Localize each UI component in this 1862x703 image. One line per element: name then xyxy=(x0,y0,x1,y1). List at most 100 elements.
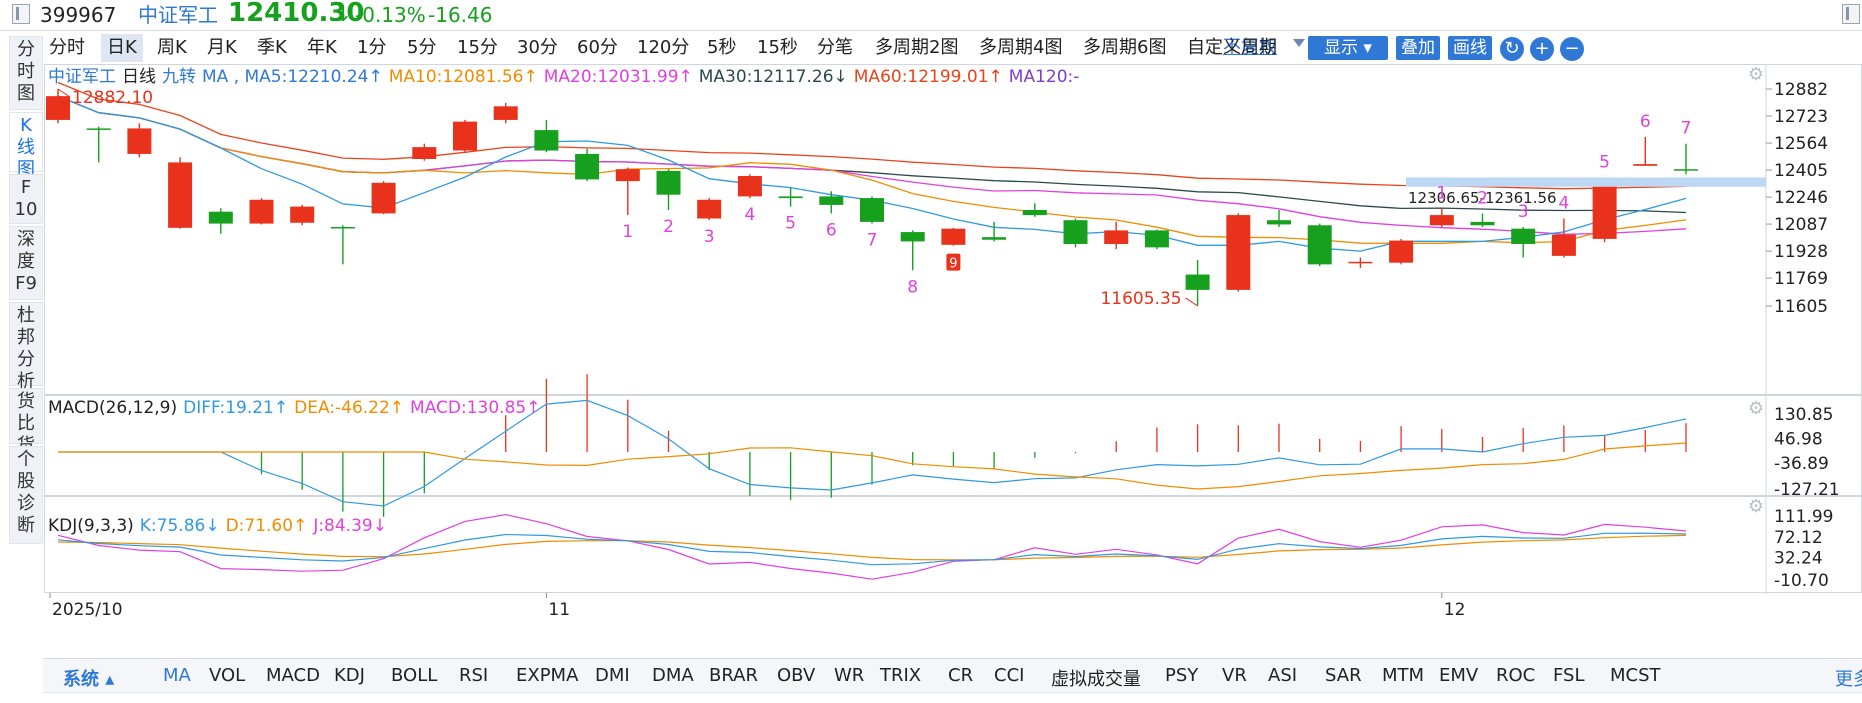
candle[interactable] xyxy=(737,176,762,197)
side-tab-6[interactable]: 个 股 诊 断 xyxy=(9,446,43,544)
candle[interactable] xyxy=(941,228,966,245)
candle[interactable] xyxy=(615,169,640,182)
display-button[interactable]: 显示 ▾ xyxy=(1308,36,1388,60)
period-tab[interactable]: 月K xyxy=(207,37,237,58)
candle[interactable] xyxy=(1592,179,1617,239)
period-tab[interactable]: 1分 xyxy=(357,37,387,58)
candle[interactable] xyxy=(575,153,600,180)
candle[interactable] xyxy=(982,237,1007,240)
candle[interactable] xyxy=(1307,225,1332,265)
chevron-down-icon[interactable] xyxy=(1293,39,1305,47)
candle[interactable] xyxy=(330,226,355,229)
candle[interactable] xyxy=(46,96,70,120)
candle[interactable] xyxy=(1267,220,1291,225)
adjust-dropdown[interactable]: 不复权 xyxy=(1223,37,1277,58)
candle[interactable] xyxy=(1470,221,1495,226)
candle[interactable] xyxy=(1348,261,1373,264)
candle[interactable] xyxy=(1389,240,1414,263)
candle[interactable] xyxy=(371,182,396,214)
gear-icon[interactable]: ⚙ xyxy=(1748,64,1764,85)
overlay-button[interactable]: 叠加 xyxy=(1396,36,1440,60)
indicator-tab[interactable]: ROC xyxy=(1496,665,1536,686)
candle[interactable] xyxy=(453,121,477,151)
gear-icon[interactable]: ⚙ xyxy=(1748,496,1764,517)
side-tab-0[interactable]: 分 时 图 xyxy=(9,36,43,110)
indicator-tab[interactable]: OBV xyxy=(777,665,816,686)
indicator-tab[interactable]: EMV xyxy=(1439,665,1479,686)
period-tab[interactable]: 多周期4图 xyxy=(979,37,1063,58)
candle[interactable] xyxy=(127,128,152,154)
minus-icon[interactable]: − xyxy=(1560,37,1584,61)
indicator-tab[interactable]: WR xyxy=(834,665,865,686)
indicator-tab[interactable]: EXPMA xyxy=(516,665,579,686)
period-tab[interactable]: 日K xyxy=(101,34,143,62)
period-tab[interactable]: 季K xyxy=(257,37,287,58)
gear-icon[interactable]: ⚙ xyxy=(1748,398,1764,419)
period-tab[interactable]: 5秒 xyxy=(707,37,737,58)
candle[interactable] xyxy=(86,128,111,130)
refresh-icon[interactable]: ↻ xyxy=(1500,37,1524,61)
candle[interactable] xyxy=(1104,230,1129,244)
indicator-tab[interactable]: CCI xyxy=(994,665,1025,686)
indicator-tab[interactable]: MACD xyxy=(266,665,320,686)
side-tab-4[interactable]: 杜 邦 分 析 xyxy=(9,302,43,392)
candle[interactable] xyxy=(208,211,233,224)
more-button[interactable]: 更多 xyxy=(1835,669,1862,690)
indicator-tab[interactable]: MA xyxy=(163,665,191,686)
period-tab[interactable]: 30分 xyxy=(517,37,558,58)
candle[interactable] xyxy=(860,198,884,222)
candle[interactable] xyxy=(534,130,559,151)
indicator-tab[interactable]: TRIX xyxy=(880,665,922,686)
candle[interactable] xyxy=(778,196,803,199)
plus-icon[interactable]: + xyxy=(1530,37,1554,61)
candle[interactable] xyxy=(900,232,925,242)
candle[interactable] xyxy=(249,199,274,224)
candle[interactable] xyxy=(819,196,844,205)
indicator-tab[interactable]: 虚拟成交量 xyxy=(1051,669,1141,690)
candle[interactable] xyxy=(1511,228,1536,244)
indicator-tab[interactable]: MCST xyxy=(1610,665,1661,686)
period-tab[interactable]: 分笔 xyxy=(817,37,853,58)
indicator-tab[interactable]: DMI xyxy=(595,665,630,686)
indicator-tab[interactable]: PSY xyxy=(1165,665,1199,686)
period-tab[interactable]: 15秒 xyxy=(757,37,798,58)
indicator-tab[interactable]: BRAR xyxy=(709,665,758,686)
indicator-tab[interactable]: RSI xyxy=(459,665,489,686)
indicator-tab[interactable]: VOL xyxy=(209,665,246,686)
period-tab[interactable]: 15分 xyxy=(457,37,498,58)
candle[interactable] xyxy=(1144,230,1169,248)
candle[interactable] xyxy=(656,170,681,195)
candle[interactable] xyxy=(1551,234,1576,256)
kline-chart[interactable]: 1288212723125641240512246120871192811769… xyxy=(44,64,1862,658)
side-tab-1[interactable]: K 线 图 xyxy=(9,112,43,180)
period-tab[interactable]: 自定义周期 xyxy=(1187,37,1277,58)
period-tab[interactable]: 多周期6图 xyxy=(1083,37,1167,58)
system-dropdown[interactable]: 系统 ▴ xyxy=(63,669,115,690)
candle[interactable] xyxy=(1063,220,1088,244)
indicator-tab[interactable]: CR xyxy=(948,665,974,686)
candle[interactable] xyxy=(1022,209,1047,216)
period-tab[interactable]: 120分 xyxy=(637,37,690,58)
indicator-tab[interactable]: KDJ xyxy=(334,665,365,686)
indicator-tab[interactable]: MTM xyxy=(1382,665,1425,686)
indicator-tab[interactable]: DMA xyxy=(652,665,694,686)
candle[interactable] xyxy=(1185,274,1210,290)
candle[interactable] xyxy=(1633,164,1658,166)
draw-line-button[interactable]: 画线 xyxy=(1448,36,1492,60)
period-tab[interactable]: 5分 xyxy=(407,37,437,58)
indicator-tab[interactable]: ASI xyxy=(1268,665,1298,686)
period-tab[interactable]: 60分 xyxy=(577,37,618,58)
side-tab-3[interactable]: 深 度 F9 xyxy=(9,226,43,300)
period-tab[interactable]: 多周期2图 xyxy=(875,37,959,58)
candle[interactable] xyxy=(290,206,315,223)
candle[interactable] xyxy=(168,162,193,228)
period-tab[interactable]: 周K xyxy=(157,37,187,58)
window-icon[interactable] xyxy=(12,4,30,24)
side-tab-5[interactable]: 货 比 货 xyxy=(9,388,43,456)
period-tab[interactable]: 年K xyxy=(307,37,337,58)
candle[interactable] xyxy=(493,106,518,120)
candle[interactable] xyxy=(1226,215,1251,290)
indicator-tab[interactable]: VR xyxy=(1222,665,1247,686)
indicator-tab[interactable]: SAR xyxy=(1325,665,1362,686)
period-tab[interactable]: 分时 xyxy=(49,37,85,58)
